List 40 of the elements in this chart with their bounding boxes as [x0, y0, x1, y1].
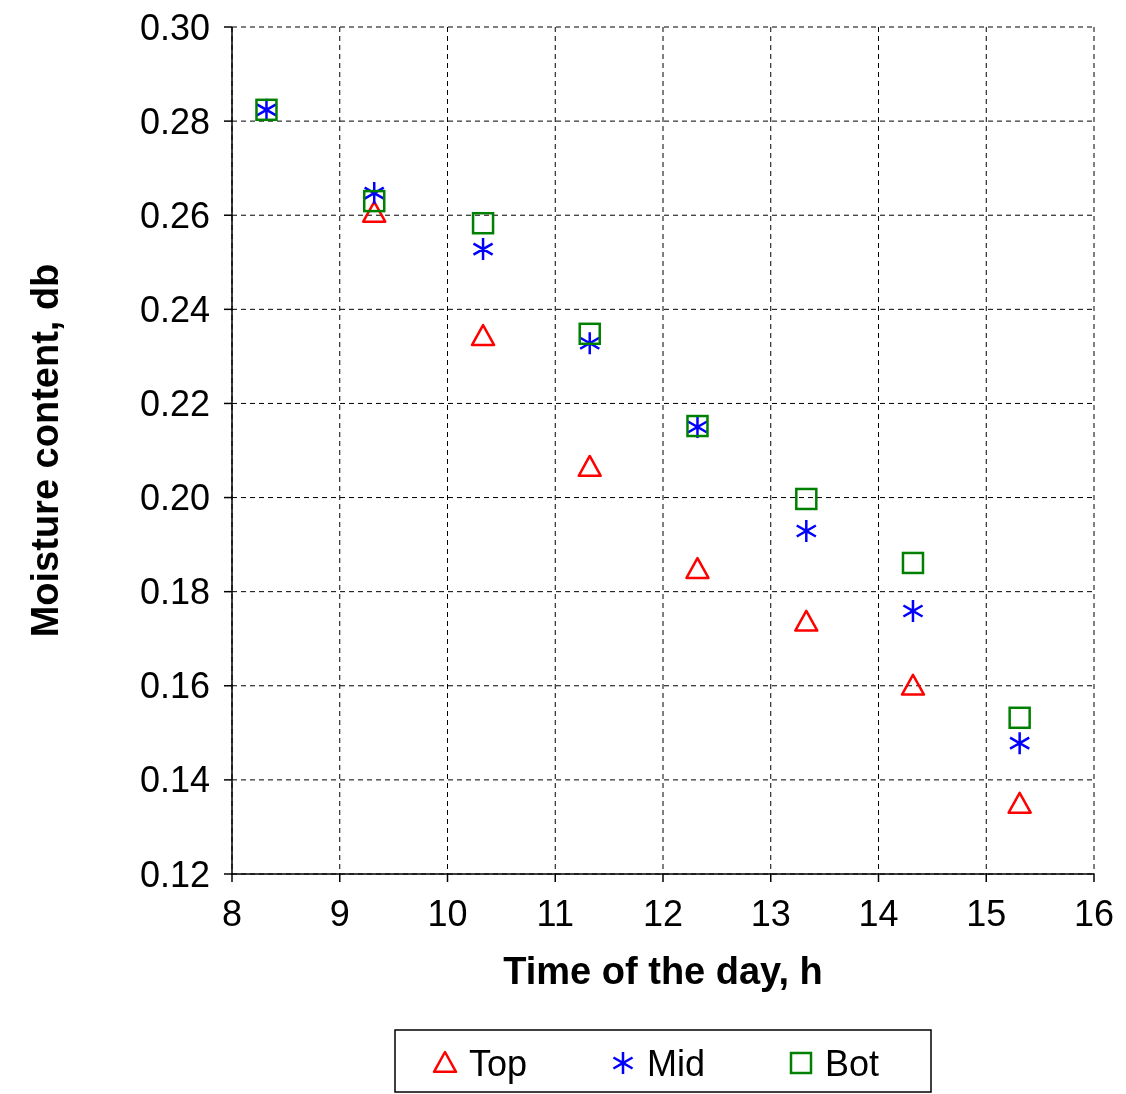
- y-tick-label: 0.28: [139, 100, 210, 142]
- legend-label: Top: [469, 1042, 528, 1084]
- point: [795, 518, 818, 544]
- point: [902, 598, 924, 624]
- point: [901, 551, 925, 575]
- x-tick-label: 8: [221, 893, 243, 934]
- y-tick-label: 0.22: [139, 383, 210, 425]
- y-tick-label: 0.24: [139, 288, 210, 330]
- point: [1008, 706, 1031, 730]
- point: [472, 236, 494, 262]
- point: [794, 609, 819, 632]
- x-tick-label: 12: [642, 893, 684, 934]
- x-tick-label: 11: [536, 893, 574, 934]
- x-tick-label: 13: [750, 893, 791, 934]
- y-tick-label: 0.18: [139, 571, 210, 613]
- point: [795, 487, 818, 511]
- point: [362, 189, 386, 213]
- x-tick-label: 9: [329, 893, 350, 934]
- point: [685, 556, 710, 580]
- y-axis-title: Moisture content, db: [24, 263, 66, 638]
- point: [577, 454, 602, 478]
- x-tick-label: 14: [858, 893, 899, 934]
- y-tick-label: 0.12: [139, 853, 210, 895]
- y-tick-label: 0.26: [139, 194, 210, 236]
- point: [1007, 791, 1032, 814]
- y-tick-label: 0.20: [139, 477, 210, 519]
- x-tick-label: 15: [966, 893, 1007, 934]
- x-axis-title: Time of the day, h: [503, 950, 823, 992]
- point: [470, 323, 496, 347]
- y-tick-label: 0.14: [139, 759, 210, 801]
- legend-label: Bot: [825, 1042, 880, 1084]
- point: [578, 322, 601, 346]
- legend-label: Mid: [647, 1042, 706, 1084]
- point: [471, 211, 495, 235]
- x-tick-label: 10: [427, 893, 468, 934]
- x-tick-label: 16: [1073, 893, 1115, 934]
- y-tick-label: 0.30: [139, 6, 210, 48]
- point: [1008, 730, 1031, 756]
- point: [900, 673, 926, 696]
- y-tick-label: 0.16: [139, 665, 210, 707]
